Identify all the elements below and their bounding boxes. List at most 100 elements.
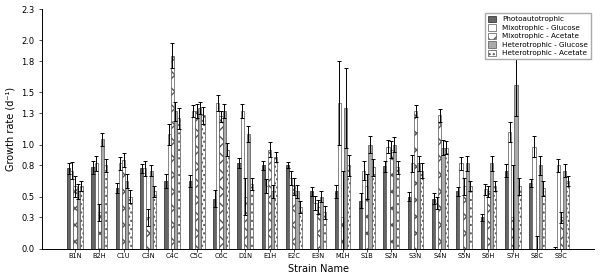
X-axis label: Strain Name: Strain Name bbox=[288, 264, 349, 274]
Bar bbox=[274, 157, 277, 249]
Bar bbox=[414, 111, 417, 249]
Bar bbox=[347, 165, 350, 249]
Bar bbox=[542, 188, 545, 249]
Bar bbox=[189, 181, 192, 249]
Bar bbox=[289, 178, 292, 249]
Bar bbox=[195, 111, 198, 249]
Bar bbox=[460, 163, 463, 249]
Bar bbox=[432, 199, 435, 249]
Bar bbox=[563, 171, 566, 249]
Bar bbox=[192, 111, 195, 249]
Bar bbox=[247, 134, 250, 249]
Bar bbox=[407, 197, 411, 249]
Bar bbox=[295, 192, 299, 249]
Bar bbox=[198, 108, 202, 249]
Bar bbox=[417, 163, 420, 249]
Bar bbox=[250, 184, 253, 249]
Bar bbox=[67, 169, 70, 249]
Bar bbox=[104, 165, 107, 249]
Bar bbox=[98, 212, 101, 249]
Bar bbox=[292, 186, 295, 249]
Bar bbox=[101, 139, 104, 249]
Bar bbox=[344, 108, 347, 249]
Bar bbox=[341, 218, 344, 249]
Bar bbox=[566, 181, 569, 249]
Bar bbox=[122, 160, 125, 249]
Bar bbox=[362, 171, 365, 249]
Bar bbox=[386, 147, 389, 249]
Bar bbox=[262, 165, 265, 249]
Bar bbox=[490, 163, 493, 249]
Bar bbox=[411, 163, 414, 249]
Bar bbox=[286, 165, 289, 249]
Bar bbox=[73, 186, 77, 249]
Bar bbox=[338, 103, 341, 249]
Bar bbox=[140, 169, 143, 249]
Bar bbox=[310, 192, 313, 249]
Bar bbox=[164, 181, 167, 249]
Bar bbox=[445, 148, 448, 249]
Bar bbox=[119, 163, 122, 249]
Bar bbox=[268, 150, 271, 249]
Bar bbox=[393, 144, 396, 249]
Bar bbox=[91, 167, 95, 249]
Bar bbox=[213, 199, 216, 249]
Bar bbox=[442, 148, 445, 249]
Bar bbox=[487, 192, 490, 249]
Bar bbox=[143, 169, 146, 249]
Bar bbox=[420, 171, 424, 249]
Bar bbox=[438, 115, 442, 249]
Bar bbox=[484, 189, 487, 249]
Bar bbox=[511, 218, 514, 249]
Bar bbox=[95, 163, 98, 249]
Bar bbox=[532, 147, 536, 249]
Bar bbox=[226, 150, 229, 249]
Bar bbox=[167, 134, 171, 249]
Bar bbox=[223, 111, 226, 249]
Bar bbox=[383, 166, 386, 249]
Bar bbox=[149, 171, 153, 249]
Bar bbox=[320, 197, 323, 249]
Bar bbox=[365, 186, 368, 249]
Bar bbox=[271, 192, 274, 249]
Bar bbox=[244, 197, 247, 249]
Bar bbox=[456, 192, 460, 249]
Bar bbox=[125, 181, 128, 249]
Bar bbox=[389, 150, 393, 249]
Bar bbox=[481, 218, 484, 249]
Bar bbox=[238, 163, 241, 249]
Bar bbox=[359, 201, 362, 249]
Bar bbox=[77, 192, 80, 249]
Bar bbox=[241, 111, 244, 249]
Bar bbox=[313, 203, 317, 249]
Bar bbox=[323, 212, 326, 249]
Bar bbox=[70, 171, 73, 249]
Bar bbox=[514, 85, 518, 249]
Bar bbox=[202, 115, 205, 249]
Bar bbox=[335, 192, 338, 249]
Bar bbox=[371, 167, 375, 249]
Bar bbox=[220, 116, 223, 249]
Bar bbox=[171, 56, 174, 249]
Bar bbox=[177, 118, 180, 249]
Bar bbox=[317, 207, 320, 249]
Bar bbox=[435, 203, 438, 249]
Bar bbox=[518, 186, 521, 249]
Bar bbox=[505, 171, 508, 249]
Bar bbox=[469, 186, 472, 249]
Bar bbox=[128, 197, 131, 249]
Bar bbox=[463, 186, 466, 249]
Bar bbox=[368, 144, 371, 249]
Bar bbox=[299, 207, 302, 249]
Bar bbox=[529, 183, 532, 249]
Bar bbox=[265, 186, 268, 249]
Bar bbox=[557, 165, 560, 249]
Bar bbox=[80, 186, 83, 249]
Bar bbox=[493, 186, 496, 249]
Y-axis label: Growth rate (d⁻¹): Growth rate (d⁻¹) bbox=[5, 87, 16, 171]
Bar bbox=[560, 218, 563, 249]
Bar bbox=[146, 218, 149, 249]
Legend: Photoautotrophic, Mixotrophic - Glucose, Mixotrophic - Acetate, Heterotrophic - : Photoautotrophic, Mixotrophic - Glucose,… bbox=[485, 13, 591, 59]
Bar bbox=[216, 103, 220, 249]
Bar bbox=[396, 167, 399, 249]
